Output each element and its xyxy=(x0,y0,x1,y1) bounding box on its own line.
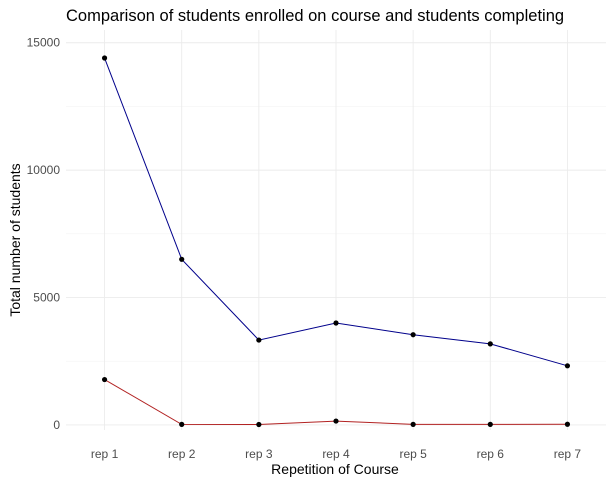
x-tick-label: rep 3 xyxy=(245,447,273,461)
data-point xyxy=(101,376,108,383)
y-tick-label: 5000 xyxy=(33,291,60,305)
data-point xyxy=(487,341,493,347)
data-point xyxy=(256,337,262,343)
data-point xyxy=(256,421,262,428)
series-group xyxy=(101,55,571,428)
data-point xyxy=(564,421,571,427)
x-tick-label: rep 1 xyxy=(91,447,119,461)
x-axis-ticks: rep 1 rep 2 rep 3 rep 4 rep 5 rep 6 rep 7 xyxy=(91,447,582,461)
y-axis-title: Total number of students xyxy=(7,163,23,316)
y-tick-label: 10000 xyxy=(27,163,61,177)
data-point xyxy=(101,55,108,61)
chart-title: Comparison of students enrolled on cours… xyxy=(66,7,564,25)
y-axis-ticks: 0 5000 10000 15000 xyxy=(27,36,61,432)
y-tick-label: 15000 xyxy=(27,36,61,50)
data-point xyxy=(179,256,185,262)
data-point xyxy=(487,421,493,427)
data-point xyxy=(333,320,339,326)
data-point xyxy=(410,421,416,427)
x-tick-label: rep 5 xyxy=(399,447,427,461)
x-tick-label: rep 7 xyxy=(554,447,582,461)
x-tick-label: rep 4 xyxy=(322,447,350,461)
data-point xyxy=(564,363,571,369)
y-tick-label: 0 xyxy=(53,418,60,432)
x-tick-label: rep 6 xyxy=(477,447,505,461)
data-point xyxy=(179,421,185,427)
grid xyxy=(66,30,606,430)
x-tick-label: rep 2 xyxy=(168,447,196,461)
x-axis-title: Repetition of Course xyxy=(271,461,399,477)
data-point xyxy=(333,418,339,424)
data-point xyxy=(410,332,416,338)
